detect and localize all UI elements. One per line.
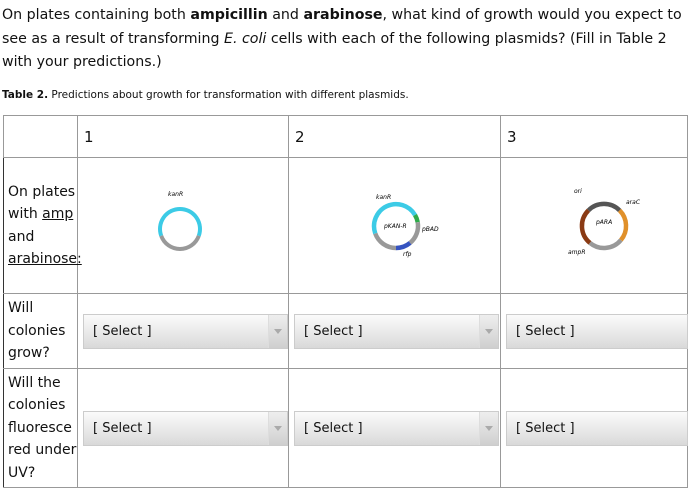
cell: ori araC pARA ampR (500, 157, 688, 294)
arc (158, 206, 202, 236)
cell: [ Select ] (77, 293, 289, 369)
label: pKAN-R (383, 223, 407, 230)
cell: [ Select ] (288, 368, 501, 488)
plasmid: kanR (158, 191, 202, 251)
cell: kanR pKAN-R pBAD rfp (288, 157, 501, 294)
text: and (8, 228, 35, 245)
caption-text: Predictions about growth for transformat… (48, 89, 409, 101)
cell: [ Select ] (500, 368, 688, 488)
row-label: On plates with amp and arabinose: (3, 157, 82, 294)
select-text: [ Select ] (304, 420, 363, 436)
arrow (479, 411, 498, 445)
row-label: Will the colonies fluoresce red under UV… (3, 368, 78, 488)
arc (159, 234, 201, 251)
text: , what kind of growth would you expect t… (2, 7, 682, 47)
text: On plates with (8, 183, 76, 223)
label: kanR (376, 194, 391, 201)
cell: kanR (77, 157, 289, 294)
plasmid: ori araC pARA ampR (568, 188, 641, 256)
select-text: [ Select ] (516, 323, 575, 339)
select[interactable]: [ Select ] (294, 410, 499, 446)
select-text: [ Select ] (93, 420, 152, 436)
label: rfp (403, 251, 412, 258)
header: 3 (500, 115, 688, 158)
cell: [ Select ] (77, 368, 289, 488)
select[interactable]: [ Select ] (294, 313, 499, 349)
label: ori (574, 188, 582, 195)
text: amp (42, 206, 74, 222)
text: ampicillin (190, 7, 268, 23)
select[interactable]: [ Select ] (83, 410, 288, 446)
caption-label: Table 2. (2, 89, 49, 101)
select[interactable]: [ Select ] (506, 313, 688, 349)
label: araC (626, 199, 641, 206)
select-text: [ Select ] (93, 323, 152, 339)
header: 1 (77, 115, 289, 158)
arrow (479, 314, 498, 348)
select[interactable]: [ Select ] (506, 410, 688, 446)
arrow (268, 411, 287, 445)
caption: Table 2. Predictions about growth for tr… (2, 89, 409, 101)
select-text: [ Select ] (304, 323, 363, 339)
row-label: Will colonies grow? (3, 293, 78, 369)
select[interactable]: [ Select ] (83, 313, 288, 349)
label: pBAD (421, 226, 439, 233)
label: ampR (568, 249, 586, 256)
text: E. coli (224, 30, 267, 47)
arrow (268, 314, 287, 348)
select-text: [ Select ] (516, 420, 575, 436)
text: On plates containing both (2, 7, 191, 23)
cell (3, 115, 78, 158)
cell: [ Select ] (288, 293, 501, 369)
header: 2 (288, 115, 501, 158)
cell: [ Select ] (500, 293, 688, 369)
text: arabinose (303, 7, 383, 23)
text: arabinose: (8, 251, 82, 267)
text: cells with each of the following plasmid… (2, 30, 667, 71)
plasmid: kanR pKAN-R pBAD rfp (371, 194, 439, 258)
label: kanR (168, 191, 183, 198)
label: pARA (595, 219, 612, 226)
text: and (267, 7, 304, 23)
question: On plates containing both ampicillin and… (2, 4, 686, 75)
